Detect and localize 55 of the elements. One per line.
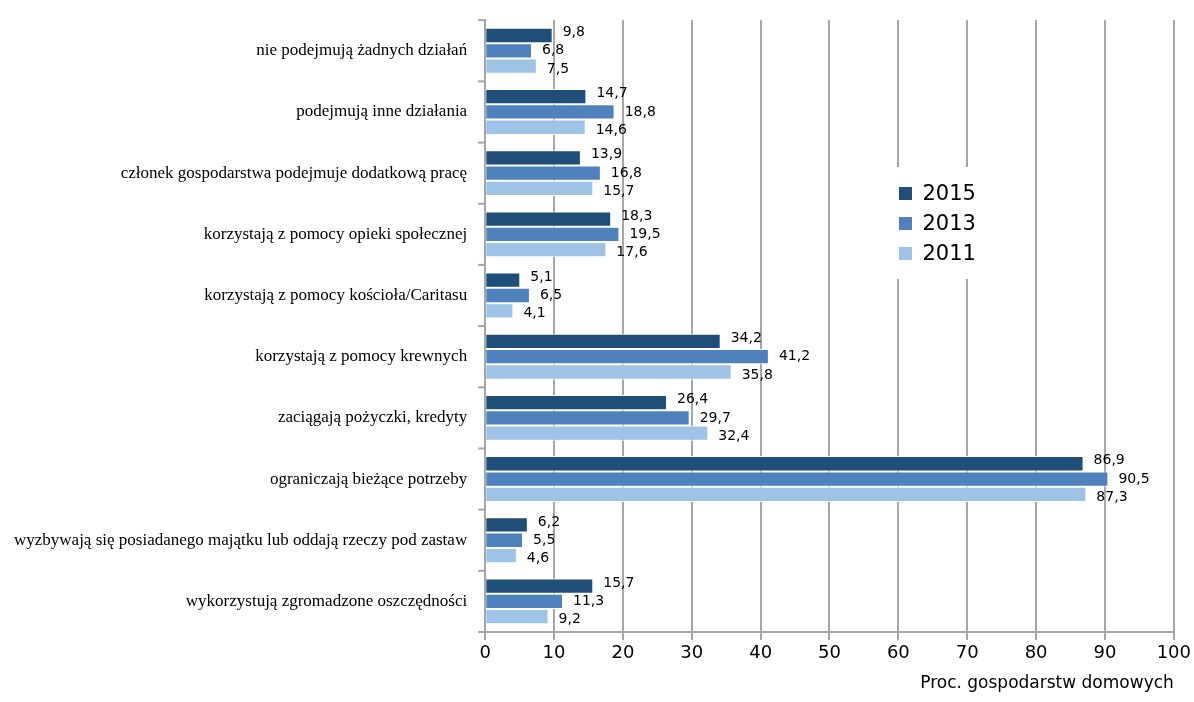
x-tick-label: 10: [542, 641, 566, 663]
data-label: 9,2: [558, 610, 581, 627]
data-label: 26,4: [676, 390, 709, 407]
data-label: 15,7: [603, 182, 635, 199]
data-label: 13,9: [590, 145, 623, 162]
data-label: 6,8: [541, 41, 565, 58]
data-label: 32,4: [718, 426, 750, 443]
data-label: 4,6: [526, 549, 550, 566]
y-tick-label: członek gospodarstwa podejmuje dodatkową pracę: [120, 162, 468, 182]
y-tick-label: ograniczają bieżące potrzeby: [269, 468, 468, 488]
data-label: 18,8: [624, 102, 656, 119]
y-tick-label: wyzbywają się posiadanego majątku lub oddają rzeczy pod zastaw: [13, 529, 468, 549]
data-label: 18,3: [621, 206, 653, 223]
x-tick-label: 30: [680, 641, 704, 663]
data-label: 4,1: [523, 304, 546, 321]
y-tick-label: korzystają z pomocy kościoła/Caritasu: [204, 284, 468, 304]
x-tick-label: 90: [1093, 641, 1117, 663]
x-tick-label: 100: [1156, 641, 1191, 663]
y-tick-label: zaciągają pożyczki, kredyty: [277, 407, 468, 427]
y-tick-label: korzystają z pomocy opieki społecznej: [203, 223, 468, 243]
data-label: 16,8: [610, 163, 643, 180]
data-label: 35,8: [741, 365, 773, 382]
data-label: 11,3: [572, 592, 605, 609]
data-label: 5,5: [533, 530, 556, 547]
data-label: 14,7: [596, 84, 628, 101]
y-tick-label: podejmują inne działania: [296, 101, 468, 121]
data-label: 6,5: [539, 286, 563, 303]
data-label: 9,8: [562, 23, 585, 40]
x-tick-label: 50: [818, 641, 841, 663]
data-label: 17,6: [616, 243, 648, 260]
x-tick-label: 60: [886, 641, 910, 663]
x-tick-label: 80: [1024, 641, 1048, 663]
y-tick-label: nie podejmują żadnych działań: [256, 40, 468, 60]
data-label: 34,2: [730, 329, 762, 346]
data-label: 14,6: [595, 120, 627, 137]
legend-label: 2015: [922, 181, 976, 206]
data-label: 19,5: [629, 224, 661, 241]
legend-label: 2013: [922, 211, 976, 236]
data-label: 15,7: [603, 573, 635, 590]
x-tick-label: 0: [479, 641, 491, 663]
data-label: 6,2: [537, 512, 561, 529]
x-axis-title: Proc. gospodarstw domowych: [920, 672, 1174, 693]
data-label: 41,2: [778, 347, 811, 364]
x-tick-label: 40: [749, 641, 773, 663]
data-label: 90,5: [1118, 469, 1150, 486]
y-tick-label: wykorzystują zgromadzone oszczędności: [185, 590, 468, 610]
y-tick-label: korzystają z pomocy krewnych: [255, 346, 468, 366]
data-label: 7,5: [546, 59, 570, 76]
x-tick-label: 20: [611, 641, 635, 663]
legend-label: 2011: [922, 241, 976, 266]
data-label: 87,3: [1096, 487, 1128, 504]
data-label: 5,1: [530, 267, 553, 284]
data-label: 86,9: [1093, 451, 1125, 468]
data-label: 29,7: [699, 408, 731, 425]
x-tick-label: 70: [955, 641, 979, 663]
